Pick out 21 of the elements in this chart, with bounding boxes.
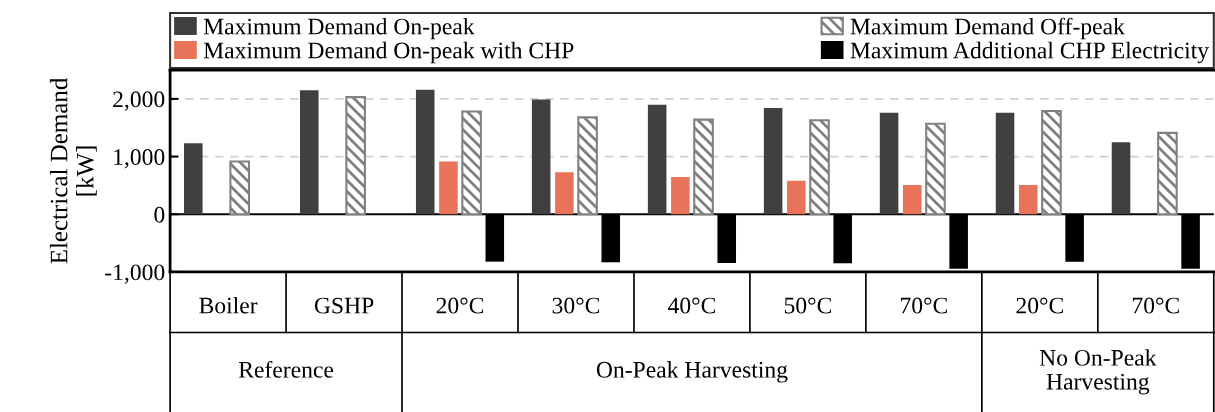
x-tick-label: 20°C (1016, 297, 1063, 314)
x-tick-label: 70°C (901, 297, 947, 314)
legend-label: Maximum Demand Off-peak (850, 17, 1125, 40)
x-tick-label: 20°C (436, 297, 484, 314)
x-tick-label: 70°C (1132, 297, 1179, 314)
y-tick-label: 1,000 (114, 149, 165, 169)
x-tick-label: 30°C (552, 297, 600, 314)
text: Reference (238, 360, 334, 378)
y-axis-title: Electrical Demand [kW] (49, 77, 97, 264)
x-tick-label: Boiler (199, 296, 258, 314)
x-tick-label: 50°C (784, 297, 832, 314)
y-tick-label: 0 (154, 206, 165, 223)
legend-label: Maximum Demand On-peak with CHP (203, 41, 574, 64)
x-tick-label: 40°C (668, 297, 716, 314)
x-tick-label: GSHP (314, 297, 374, 314)
text: No On-Peak Harvesting (1039, 349, 1157, 395)
legend-label: Maximum Demand On-peak (203, 17, 475, 40)
text: On-Peak Harvesting (596, 361, 788, 383)
y-tick-label: 2,000 (113, 91, 165, 111)
legend-label: Maximum Additional CHP Electricity (850, 41, 1209, 64)
y-tick-label: -1,000 (105, 264, 165, 284)
